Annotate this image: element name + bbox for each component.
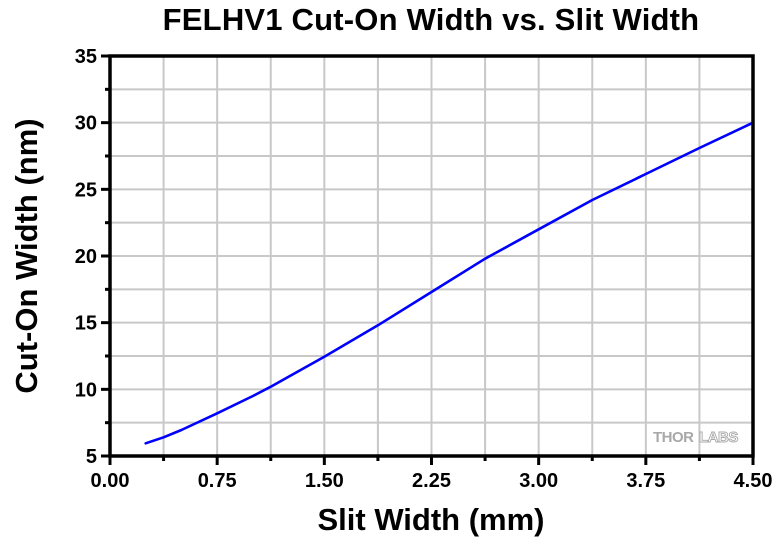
y-axis-title: Cut-On Width (nm) <box>9 118 44 393</box>
x-tick-label: 3.75 <box>626 470 665 492</box>
y-tick-label: 30 <box>75 113 97 135</box>
y-tick-label: 35 <box>75 46 97 68</box>
y-tick-label: 20 <box>75 246 97 268</box>
x-tick-label: 1.50 <box>305 470 344 492</box>
grid-lines <box>110 56 753 456</box>
data-series <box>144 121 755 445</box>
x-axis-ticks: 0.00 0.75 1.50 2.25 3.00 3.75 4.50 <box>91 456 773 492</box>
thorlabs-watermark: THOR LABS <box>653 429 739 447</box>
x-tick-label: 3.00 <box>519 470 558 492</box>
y-tick-label: 15 <box>75 313 97 335</box>
x-tick-label: 0.75 <box>198 470 237 492</box>
x-axis-title: Slit Width (mm) <box>317 502 544 537</box>
y-axis-ticks: 5 10 15 20 25 30 35 <box>75 46 110 468</box>
watermark-bold-text: THOR <box>653 429 694 446</box>
x-tick-label: 4.50 <box>734 470 773 492</box>
y-tick-label: 10 <box>75 379 97 401</box>
y-tick-label: 25 <box>75 179 97 201</box>
watermark-outline-text: LABS <box>699 429 738 446</box>
y-tick-label: 5 <box>86 446 97 468</box>
chart-title: FELHV1 Cut-On Width vs. Slit Width <box>162 2 700 37</box>
x-tick-label: 2.25 <box>412 470 451 492</box>
x-tick-label: 0.00 <box>91 470 130 492</box>
series-line <box>144 121 755 445</box>
